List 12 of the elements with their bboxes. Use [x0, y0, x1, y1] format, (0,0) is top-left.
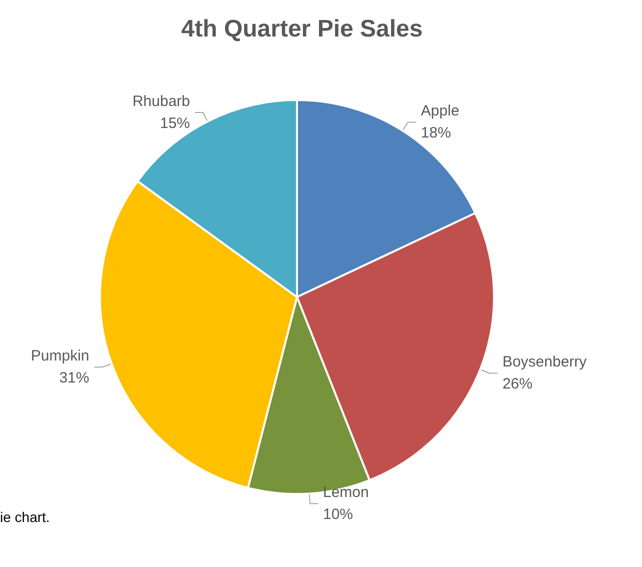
slice-label: Pumpkin: [30, 348, 90, 365]
slice-label: Rhubarb: [132, 93, 190, 110]
data-label: 18%: [420, 124, 451, 142]
data-label: 10%: [323, 506, 354, 524]
data-label: 15%: [160, 115, 190, 132]
data-label: 26%: [502, 376, 532, 393]
text: ie chart.: [0, 509, 50, 525]
slice-label: Lemon: [323, 484, 369, 502]
data-label: 31%: [59, 370, 90, 387]
chart-title: 4th Quarter Pie Sales: [181, 16, 423, 42]
slice-label: Apple: [420, 102, 460, 120]
slice-label: Boysenberry: [502, 354, 588, 371]
